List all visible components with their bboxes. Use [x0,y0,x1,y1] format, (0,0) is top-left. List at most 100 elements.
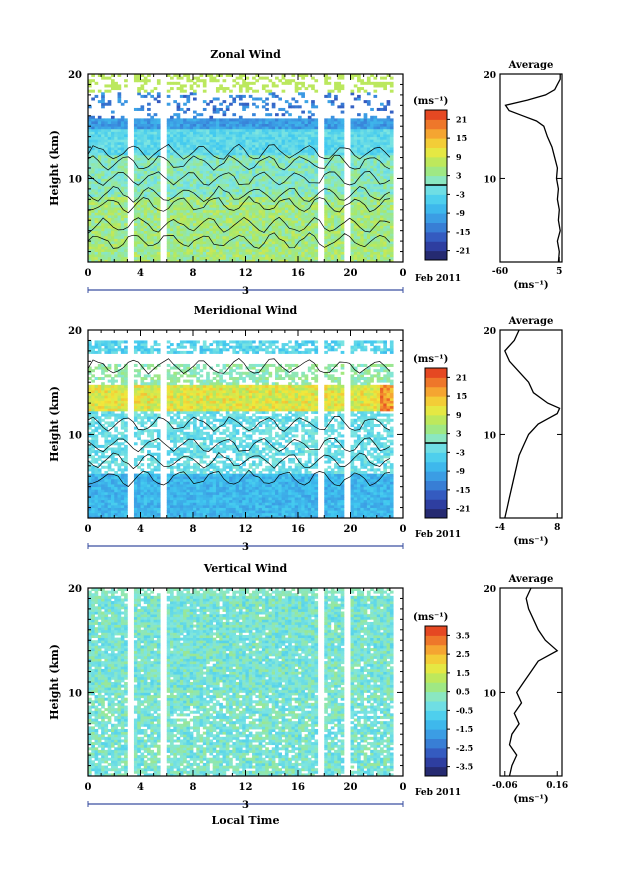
heatmap-cell [301,220,305,224]
heatmap-cell [94,149,99,153]
heatmap-cell [353,152,358,156]
heatmap-cell [304,147,309,151]
heatmap-cell [366,204,371,208]
heatmap-cell [176,256,181,260]
heatmap-cell [97,254,102,258]
heatmap-cell [373,230,378,234]
heatmap-cell [173,123,177,127]
heatmap-cell [275,165,279,169]
heatmap-cell [156,139,161,143]
heatmap-cell [268,186,273,190]
heatmap-cell [363,194,368,198]
heatmap-cell [373,196,378,200]
heatmap-cell [110,243,115,247]
heatmap-cell [271,225,276,229]
heatmap-cell [124,248,128,252]
heatmap-cell [173,225,177,229]
heatmap-cell [189,256,194,260]
heatmap-cell [330,131,335,135]
heatmap-cell [278,186,282,190]
heatmap-cell [373,194,378,198]
heatmap-cell [193,188,197,192]
heatmap-cell [258,170,263,174]
heatmap-cell [258,178,263,182]
heatmap-cell [298,235,302,239]
heatmap-cell [288,118,292,122]
heatmap-cell [360,131,365,135]
heatmap-cell [173,188,177,192]
heatmap-cell [301,131,305,135]
heatmap-cell [337,160,342,164]
heatmap-cell [334,134,338,138]
heatmap-cell [278,121,282,125]
heatmap-cell [258,225,263,229]
heatmap-cell [219,201,223,205]
heatmap-cell [140,144,145,148]
heatmap-cell [104,102,109,106]
heatmap-cell [268,113,273,117]
heatmap-cell [252,259,256,263]
heatmap-cell [147,134,151,138]
heatmap-cell [245,201,250,205]
heatmap-cell [186,259,191,263]
heatmap-cell [104,225,109,229]
heatmap-cell [206,126,210,130]
heatmap-cell [255,118,260,122]
heatmap-cell [150,251,155,255]
heatmap-cell [284,204,289,208]
heatmap-cell [245,228,250,232]
heatmap-cell [314,162,319,166]
heatmap-cell [350,251,355,255]
heatmap-cell [137,170,141,174]
heatmap-cell [179,160,184,164]
heatmap-cell [301,256,305,260]
heatmap-cell [337,199,342,203]
heatmap-cell [170,199,174,203]
heatmap-cell [340,201,345,205]
heatmap-cell [183,147,187,151]
heatmap-cell [97,168,102,172]
heatmap-cell [373,246,378,250]
heatmap-cell [143,128,148,132]
heatmap-cell [153,134,158,138]
heatmap-cell [94,212,99,216]
heatmap-cell [360,165,365,169]
heatmap-cell [120,139,125,143]
heatmap-cell [150,212,155,216]
heatmap-cell [101,181,105,185]
heatmap-cell [199,128,204,132]
heatmap-cell [143,165,148,169]
heatmap-cell [120,183,125,187]
heatmap-cell [170,191,174,195]
heatmap-cell [301,139,305,143]
heatmap-cell [176,238,181,242]
heatmap-cell [304,188,309,192]
heatmap-cell [311,165,315,169]
heatmap-cell [311,215,315,219]
heatmap-cell [271,170,276,174]
heatmap-cell [238,209,243,213]
heatmap-cell [275,183,279,187]
heatmap-cell [140,152,145,156]
heatmap-cell [298,160,302,164]
heatmap-cell [143,123,148,127]
heatmap-cell [199,256,204,260]
heatmap-cell [147,92,151,96]
heatmap-cell [271,246,276,250]
heatmap-cell [212,149,217,153]
heatmap-cell [202,215,207,219]
heatmap-cell [124,186,128,190]
heatmap-cell [311,235,315,239]
heatmap-cell [196,196,200,200]
heatmap-cell [278,162,282,166]
heatmap-cell [340,168,345,172]
heatmap-cell [337,139,342,143]
heatmap-cell [196,201,200,205]
heatmap-cell [271,144,276,148]
heatmap-cell [268,181,273,185]
heatmap-cell [193,110,197,114]
heatmap-cell [232,235,237,239]
heatmap-cell [304,183,309,187]
heatmap-cell [301,170,305,174]
heatmap-cell [261,144,266,148]
